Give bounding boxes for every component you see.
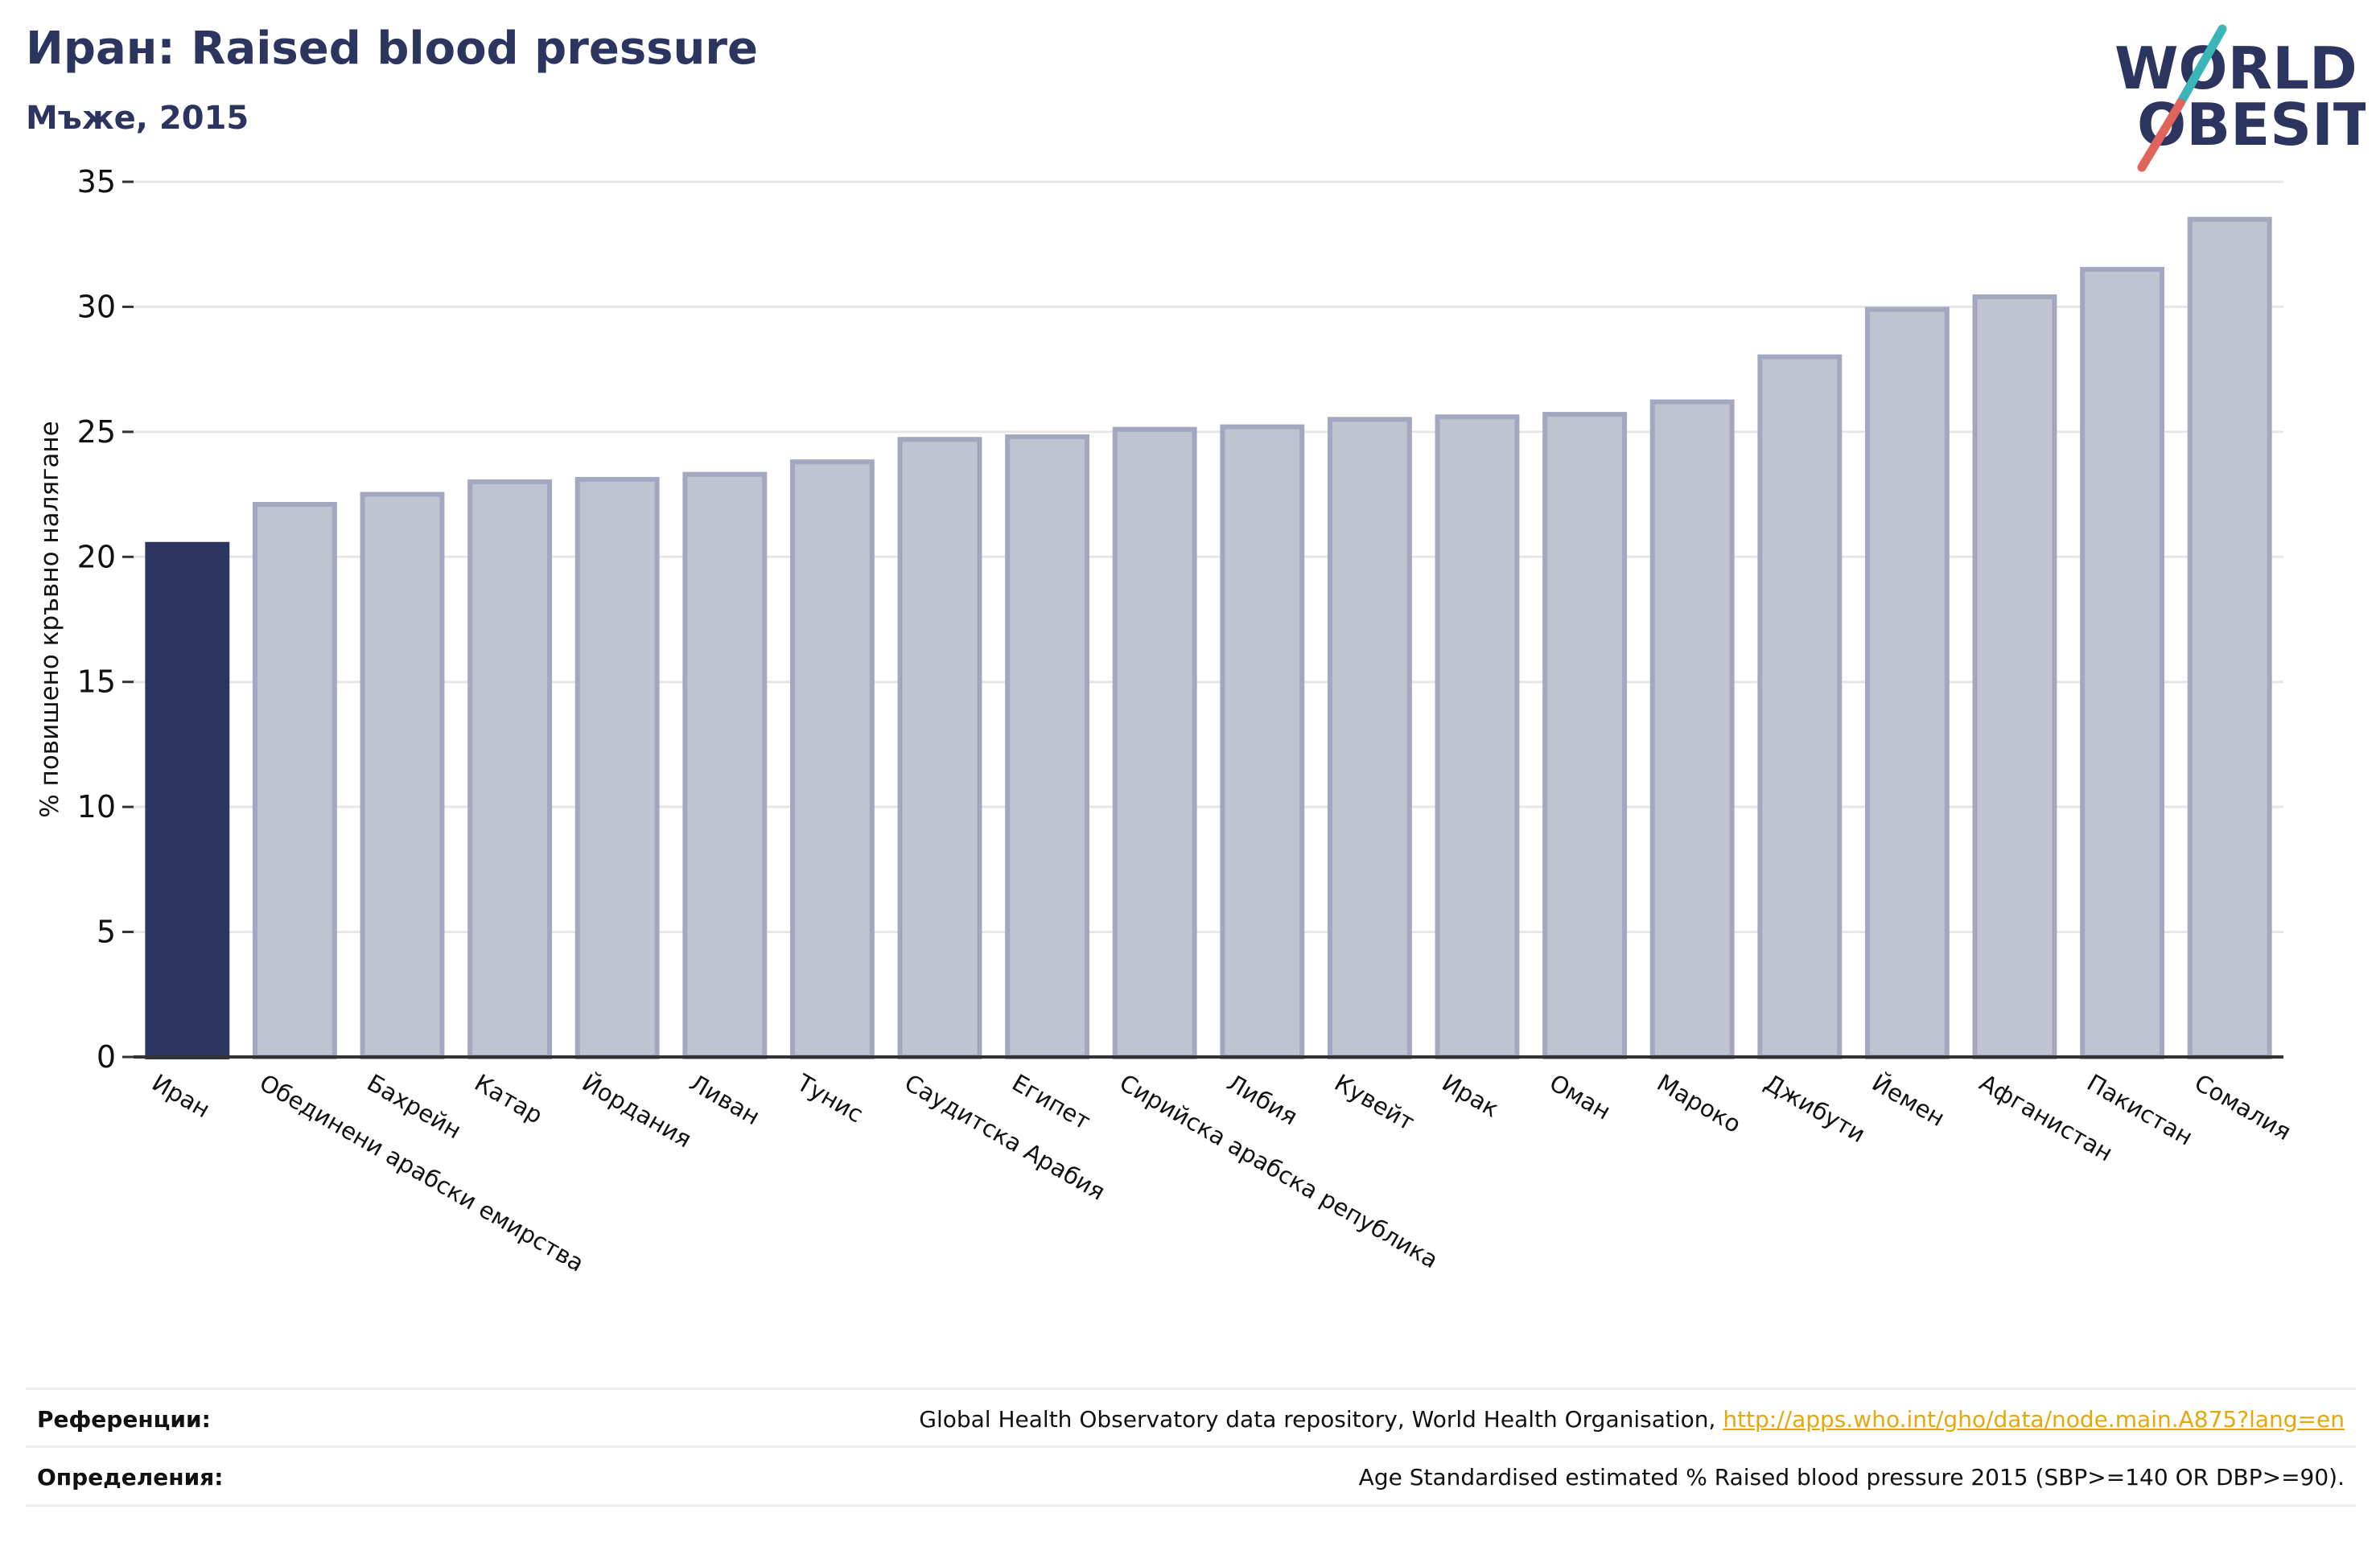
x-tick-label: Катар [470, 1069, 547, 1129]
bar-chart: 0 5 10 15 20 25 30 35 % повишено кръвно налягане… [35, 164, 2296, 1277]
y-tick-label: 30 [77, 289, 116, 324]
x-tick-label: Ливан [685, 1069, 764, 1131]
references-link[interactable]: http://apps.who.int/gho/data/node.main.A… [1723, 1406, 2345, 1433]
x-tick-label: Либия [1222, 1069, 1302, 1131]
bar [1542, 412, 1628, 1059]
y-tick-label: 20 [77, 539, 116, 574]
bar [1649, 399, 1735, 1060]
bar [897, 437, 982, 1059]
logo-slash-coral [2137, 98, 2185, 172]
x-tick-label: Сомалия [2190, 1069, 2296, 1146]
bar [1005, 434, 1090, 1059]
x-tick-label: Йордания [578, 1069, 697, 1153]
bar [467, 479, 553, 1059]
bar [1435, 414, 1520, 1059]
logo-text-world: WORLD [2114, 35, 2357, 102]
logo-text-obesity: OBESITY [2137, 91, 2366, 158]
bar [1757, 354, 1843, 1060]
y-axis-label: % повишено кръвно налягане [35, 421, 64, 818]
chart-subtitle: Мъже, 2015 [26, 100, 249, 137]
bar [789, 459, 875, 1059]
bar [252, 502, 337, 1059]
bar [1327, 417, 1412, 1059]
references-row: Референции: Global Health Observatory da… [26, 1388, 2356, 1446]
bar [1864, 306, 1950, 1059]
x-tick-label: Оман [1545, 1069, 1616, 1125]
y-tick-label: 35 [77, 164, 116, 199]
x-tick-label: Египет [1007, 1069, 1095, 1136]
bar [1112, 426, 1197, 1059]
bar [1972, 294, 2057, 1060]
references-label: Референции: [37, 1406, 211, 1433]
x-tick-label: Тунис [792, 1068, 868, 1128]
chart-title: Иран: Raised blood pressure [26, 23, 758, 75]
y-tick-label: 5 [97, 915, 116, 950]
x-tick-label: Саудитска Арабия [900, 1069, 1110, 1206]
x-tick-label: Йемен [1867, 1069, 1950, 1133]
x-tick-label: Кувейт [1330, 1069, 1419, 1137]
bar [2080, 266, 2165, 1059]
world-obesity-logo: WORLD OBESITY [2114, 24, 2366, 172]
references-text: Global Health Observatory data repositor… [919, 1406, 1723, 1433]
definitions-row: Определения: Age Standardised estimated … [26, 1445, 2356, 1507]
definitions-label: Определения: [37, 1464, 224, 1491]
bar [360, 491, 445, 1059]
bar [682, 471, 768, 1059]
x-tick-label: Ирак [1438, 1069, 1504, 1123]
x-tick-label: Мароко [1653, 1069, 1746, 1139]
definitions-text: Age Standardised estimated % Raised bloo… [1358, 1464, 2345, 1491]
bar-highlight [145, 541, 230, 1059]
bar [1220, 424, 1305, 1059]
y-tick-label: 15 [77, 664, 116, 700]
y-tick-label: 0 [97, 1039, 116, 1075]
references-value: Global Health Observatory data repositor… [919, 1406, 2345, 1433]
y-tick-label: 10 [77, 789, 116, 824]
bar [2187, 216, 2272, 1060]
y-tick-label: 25 [77, 414, 116, 450]
logo-slash-teal [2176, 24, 2227, 108]
bar [574, 476, 660, 1059]
x-tick-label: Иран [147, 1069, 215, 1124]
x-tick-label: Джибути [1760, 1069, 1870, 1149]
